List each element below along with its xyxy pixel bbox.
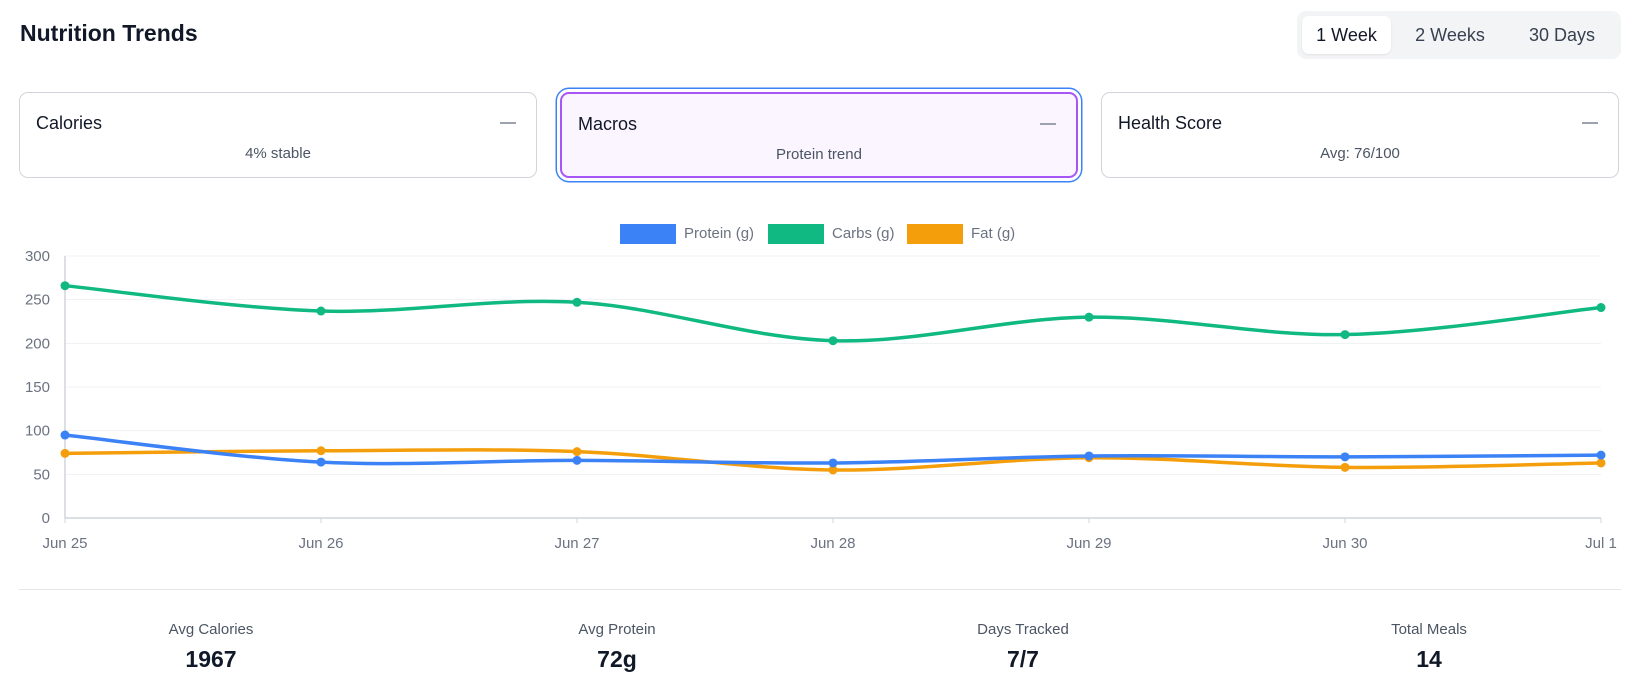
legend-swatch-carbs [768,224,824,244]
legend-swatch-fat [907,224,963,244]
card-subtitle: Avg: 76/100 [1320,145,1400,162]
card-label: Health Score [1118,113,1223,133]
card-label: Calories [36,113,103,133]
x-tick-label: Jun 29 [1066,535,1111,552]
data-point-protein [1596,450,1606,460]
x-tick-label: Jun 27 [554,535,599,552]
minus-icon [1582,122,1598,124]
y-tick-label: 100 [25,423,50,440]
x-tick-label: Jul 1 [1585,535,1617,552]
stat-avg-protein: Avg Protein 72g [487,621,747,673]
data-point-protein [1084,451,1094,461]
metric-card-calories[interactable]: Calories 4% stable [19,92,537,178]
y-tick-label: 0 [42,510,50,527]
y-tick-label: 50 [33,466,50,483]
y-tick-label: 300 [25,248,50,265]
stat-label: Total Meals [1391,621,1467,638]
range-2-weeks-button[interactable]: 2 Weeks [1415,25,1485,45]
stat-avg-calories: Avg Calories 1967 [81,621,341,673]
data-point-fat [316,446,326,456]
range-30-days-button[interactable]: 30 Days [1528,25,1596,45]
x-tick-label: Jun 26 [298,535,343,552]
time-range-selector: 1 Week 2 Weeks 30 Days [1297,11,1621,59]
data-point-fat [828,465,838,475]
data-point-carbs [828,336,838,346]
range-1-week-button[interactable]: 1 Week [1302,16,1391,54]
data-point-carbs [572,297,582,307]
stat-value: 1967 [185,646,237,672]
data-point-carbs [60,281,70,291]
data-point-protein [60,430,70,440]
data-point-protein [1340,452,1350,462]
macros-line-chart: 0 50 100 150 200 250 300 Jun 25 Jun 26 Jun 27 Jun … [25,248,1617,552]
divider [19,589,1621,590]
data-point-fat [60,448,70,458]
metric-card-macros[interactable]: Macros Protein trend [560,92,1078,178]
data-point-carbs [1340,330,1350,340]
series-line-carbs [63,283,1603,343]
stat-value: 72g [597,646,637,672]
data-point-carbs [1596,303,1606,313]
stat-label: Avg Calories [168,621,254,638]
minus-icon [1040,123,1056,125]
stat-days-tracked: Days Tracked 7/7 [893,621,1153,673]
legend-label-carbs: Carbs (g) [832,225,895,242]
data-point-fat [1340,462,1350,472]
data-point-carbs [316,306,326,316]
data-point-carbs [1084,312,1094,322]
x-tick-label: Jun 25 [42,535,87,552]
page-title: Nutrition Trends [20,20,198,46]
legend-swatch-protein [620,224,676,244]
y-tick-label: 150 [25,379,50,396]
stat-value: 14 [1416,646,1442,672]
stat-total-meals: Total Meals 14 [1299,621,1559,673]
y-tick-label: 200 [25,335,50,352]
data-point-protein [316,457,326,467]
stat-label: Days Tracked [977,621,1069,638]
stat-value: 7/7 [1007,646,1039,672]
x-tick-label: Jun 28 [810,535,855,552]
data-point-protein [828,458,838,468]
card-label: Macros [578,114,638,134]
minus-icon [500,122,516,124]
legend-label-protein: Protein (g) [684,225,755,242]
legend-label-fat: Fat (g) [971,225,1016,242]
y-tick-label: 250 [25,292,50,309]
data-point-protein [572,455,582,465]
stat-label: Avg Protein [578,621,656,638]
card-subtitle: Protein trend [776,146,862,163]
metric-card-health-score[interactable]: Health Score Avg: 76/100 [1101,92,1619,178]
data-point-fat [572,447,582,457]
card-subtitle: 4% stable [245,145,311,162]
x-tick-label: Jun 30 [1322,535,1367,552]
data-point-fat [1596,458,1606,468]
